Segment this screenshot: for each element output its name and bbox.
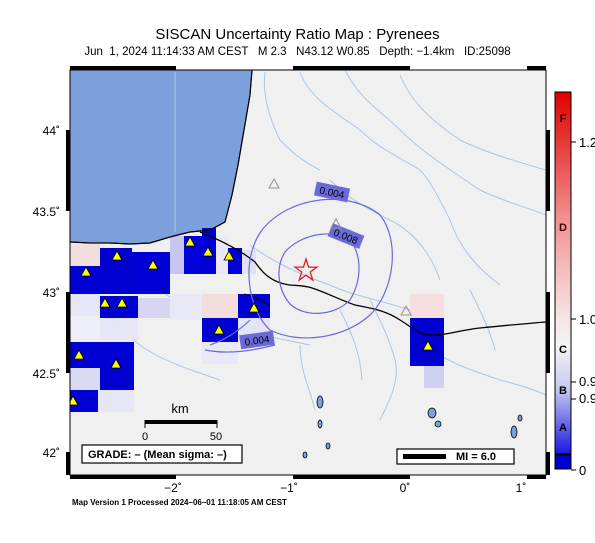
station-unused-triangle-icon[interactable] (268, 177, 280, 189)
station-triangle-icon[interactable] (202, 246, 214, 257)
map-frame (66, 66, 550, 479)
mi-box: MI = 6.0 (396, 448, 515, 465)
lakes (302, 395, 523, 459)
grade-text: GRADE: – (Mean sigma: –) (88, 449, 227, 461)
station-triangle-icon[interactable] (110, 358, 122, 369)
grade-box: GRADE: – (Mean sigma: –) (81, 444, 243, 464)
station-unused-triangle-icon[interactable] (330, 217, 342, 229)
lon-label-minus-2: −2˚ (164, 481, 182, 495)
scale-bar: km 0 50 (142, 401, 222, 443)
station-triangle-icon[interactable] (184, 236, 196, 247)
colorbar-letter-d: D (559, 222, 567, 234)
station-triangle-icon[interactable] (99, 297, 111, 308)
scale-tick-0: 0 (142, 431, 148, 443)
map-footer: Map Version 1 Processed 2024–06–01 11:18… (72, 498, 287, 507)
colorbar: F D C B A 1.2 1.0 0.9 0.9 0 (554, 91, 595, 478)
station-triangle-icon[interactable] (80, 266, 92, 277)
station-triangle-icon[interactable] (223, 250, 235, 261)
lon-label-0: 0˚ (400, 481, 411, 495)
station-triangle-icon[interactable] (116, 297, 128, 308)
colorbar-letter-c: C (559, 344, 567, 356)
contour-labels: 0.004 0.008 0.004 (239, 181, 365, 350)
station-triangle-icon[interactable] (73, 349, 85, 360)
contour-label-3: 0.004 (244, 334, 271, 348)
lat-label-42: 42˚ (43, 446, 60, 460)
stations-unused[interactable] (268, 177, 412, 316)
scale-tick-50: 50 (210, 431, 222, 443)
lat-label-43-5: 43.5˚ (33, 205, 60, 219)
colorbar-letter-b: B (559, 385, 567, 397)
lat-label-42-5: 42.5˚ (33, 367, 60, 381)
station-triangle-icon[interactable] (213, 324, 225, 335)
mi-text: MI = 6.0 (456, 451, 496, 463)
rivers (79, 70, 546, 421)
lat-label-44: 44˚ (43, 124, 60, 138)
stations[interactable] (68, 236, 434, 406)
station-triangle-icon[interactable] (422, 340, 434, 351)
station-triangle-icon[interactable] (147, 259, 159, 270)
map-area[interactable]: 0.004 0.008 0.004 (68, 70, 546, 475)
sea-bay-of-biscay (70, 70, 253, 245)
national-border (199, 231, 546, 336)
colorbar-value-0: 0 (579, 463, 586, 478)
station-triangle-icon[interactable] (248, 302, 260, 313)
colorbar-value-1-2: 1.2 (579, 135, 595, 150)
longitude-labels: −2˚ −1˚ 0˚ 1˚ (164, 481, 526, 495)
contour-label-1: 0.004 (318, 185, 345, 201)
map-title: SISCAN Uncertainty Ratio Map : Pyrenees (155, 26, 440, 43)
colorbar-value-1-0: 1.0 (579, 312, 595, 327)
station-unused-triangle-icon[interactable] (400, 304, 412, 316)
colorbar-value-0-9-a: 0.9 (579, 374, 595, 389)
lon-label-1: 1˚ (516, 481, 527, 495)
scale-unit: km (171, 401, 188, 416)
epicenter-star-icon[interactable] (292, 256, 320, 282)
colorbar-letter-a: A (559, 422, 567, 434)
latitude-labels: 44˚ 43.5˚ 43˚ 42.5˚ 42˚ (33, 124, 60, 460)
lat-label-43: 43˚ (43, 286, 60, 300)
map-subtitle: Jun 1, 2024 11:14:33 AM CEST M 2.3 N43.1… (84, 46, 511, 58)
colorbar-letter-f: F (560, 113, 567, 125)
coastline (70, 70, 253, 245)
station-triangle-icon[interactable] (111, 250, 123, 261)
lon-label-minus-1: −1˚ (280, 481, 298, 495)
colorbar-value-0-9-b: 0.9 (579, 391, 595, 406)
